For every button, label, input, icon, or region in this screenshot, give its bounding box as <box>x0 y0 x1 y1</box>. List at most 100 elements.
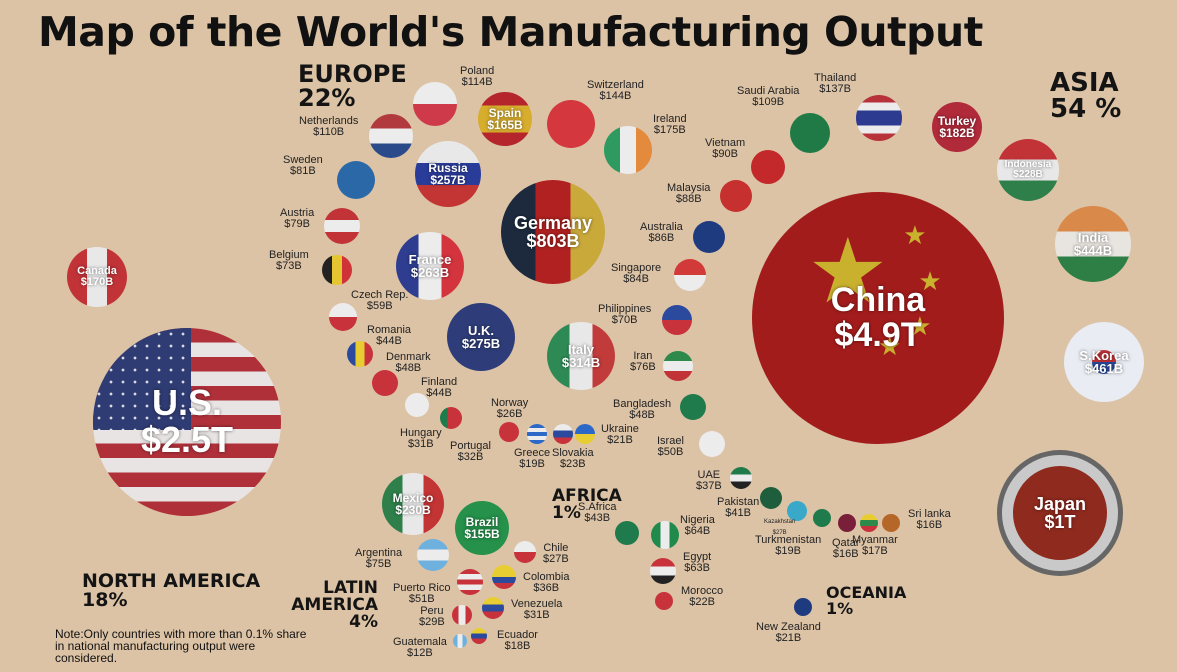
label-greece: Greece $19B <box>514 448 550 470</box>
bubble-uae <box>730 467 752 489</box>
label-uae: UAE $37B <box>696 470 722 492</box>
bubble-nigeria <box>651 521 679 549</box>
country-name: Portugal <box>450 440 491 452</box>
country-value: $257B <box>430 173 466 187</box>
bubble-ecuador <box>471 628 487 644</box>
bubble-poland <box>413 82 457 126</box>
country-name: Singapore <box>611 262 662 274</box>
bubble-italy: Italy $314B <box>547 322 615 390</box>
country-value: $88B <box>675 193 702 205</box>
country-name: Venezuela <box>511 598 563 610</box>
label-czech-rep: Czech Rep. $59B <box>351 290 408 312</box>
country-name: China <box>830 281 926 320</box>
region-share: 1% <box>552 503 581 523</box>
country-name: Kazakhstan <box>764 519 796 525</box>
label-malaysia: Malaysia $88B <box>667 183 710 205</box>
country-name: S.Korea <box>1079 347 1129 363</box>
country-value: $36B <box>533 582 560 594</box>
label-qatar: Qatar $16B <box>832 538 860 560</box>
bubble-label: France $263B <box>396 232 464 300</box>
country-name: S.Africa <box>578 501 617 513</box>
label-poland: Poland $114B <box>460 66 494 88</box>
country-name: Thailand <box>814 72 857 84</box>
country-name: France <box>408 251 452 267</box>
bubble-peru <box>452 605 472 625</box>
country-value: $79B <box>284 218 310 230</box>
country-value: $32B <box>457 451 484 463</box>
region-name: ASIA <box>1050 68 1119 98</box>
country-name: Slovakia <box>552 447 594 459</box>
label-singapore: Singapore $84B <box>611 263 661 285</box>
label-saudi-arabia: Saudi Arabia $109B <box>737 86 799 108</box>
bubble-label: Russia $257B <box>415 141 481 207</box>
label-guatemala: Guatemala $12B <box>393 637 447 659</box>
country-name: Sri lanka <box>908 508 951 520</box>
country-value: $170B <box>80 276 114 288</box>
label-colombia: Colombia $36B <box>523 572 569 594</box>
bubble-mexico: Mexico $230B <box>382 473 444 535</box>
country-value: $19B <box>519 458 545 470</box>
country-value: $84B <box>623 273 649 285</box>
country-value: $70B <box>611 314 638 326</box>
country-value: $137B <box>819 83 851 95</box>
label-slovakia: Slovakia $23B <box>552 448 594 470</box>
label-s-africa: S.Africa $43B <box>578 502 617 524</box>
region-name: AFRICA <box>552 486 622 506</box>
bubble-slovakia <box>553 424 573 444</box>
bubble-label: Spain $165B <box>478 92 532 146</box>
region-share: 54 % <box>1050 94 1122 124</box>
country-name: Guatemala <box>393 636 447 648</box>
bubble-brazil: Brazil $155B <box>455 501 509 555</box>
country-name: Argentina <box>355 547 403 559</box>
country-value: $86B <box>648 232 675 244</box>
country-value: $21B <box>775 632 802 644</box>
country-value: $31B <box>407 438 434 450</box>
region-oceania: OCEANIA 1% <box>826 585 906 617</box>
country-name: Puerto Rico <box>393 582 451 594</box>
country-value: $275B <box>461 336 501 351</box>
bubble-iran <box>663 351 693 381</box>
country-value: $26B <box>496 408 523 420</box>
country-value: $18B <box>504 640 531 652</box>
country-value: $19B <box>775 545 801 557</box>
country-value: $76B <box>630 361 656 373</box>
bubble-s-africa <box>615 521 639 545</box>
country-name: New Zealand <box>756 621 821 633</box>
bubble-finland <box>405 393 429 417</box>
bubble-venezuela <box>482 597 504 619</box>
country-name: Ireland <box>653 113 687 125</box>
bubble-morocco <box>655 592 673 610</box>
bubble-portugal <box>440 407 462 429</box>
country-name: Egypt <box>683 551 712 563</box>
region-name: NORTH AMERICA <box>82 570 261 592</box>
bubble-romania <box>347 341 373 367</box>
country-name: Hungary <box>400 427 442 439</box>
country-name: Australia <box>640 221 683 233</box>
country-value: $48B <box>395 362 422 374</box>
label-netherlands: Netherlands $110B <box>299 116 358 138</box>
bubble-label: U.K. $275B <box>447 303 515 371</box>
country-name: Vietnam <box>705 137 746 149</box>
country-name: Romania <box>367 324 412 336</box>
bubble-pakistan <box>760 487 782 509</box>
bubble-india: India $444B <box>1055 206 1131 282</box>
bubble-argentina <box>417 539 449 571</box>
label-kazakhstan: Kazakhstan $27B <box>764 517 795 539</box>
region-share: 4% <box>349 612 378 632</box>
region-share: 1% <box>826 599 854 618</box>
label-pakistan: Pakistan $41B <box>717 497 759 519</box>
country-value: $228B <box>1013 169 1043 180</box>
country-name: Saudi Arabia <box>737 85 800 97</box>
country-name: Denmark <box>386 351 431 363</box>
label-israel: Israel $50B <box>657 436 684 458</box>
label-hungary: Hungary $31B <box>400 428 442 450</box>
bubble-china: ★ ★ ★ ★ ★ China $4.9T <box>752 192 1004 444</box>
country-name: Belgium <box>269 249 309 261</box>
label-vietnam: Vietnam $90B <box>705 138 745 160</box>
label-ecuador: Ecuador $18B <box>497 630 538 652</box>
country-name: Greece <box>514 447 551 459</box>
label-norway: Norway $26B <box>491 398 528 420</box>
country-name: India <box>1077 229 1109 245</box>
country-value: $21B <box>607 434 633 446</box>
